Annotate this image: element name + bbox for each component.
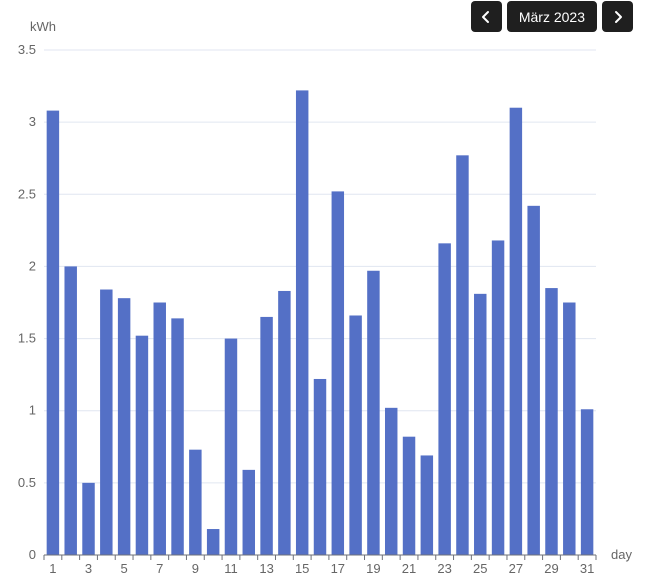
month-navigation: März 2023 — [470, 1, 633, 32]
bar-day-22[interactable] — [420, 455, 434, 555]
bar-day-8[interactable] — [171, 318, 184, 555]
x-axis-title: day — [611, 547, 632, 562]
bar-day-21[interactable] — [402, 436, 416, 555]
x-tick-label: 15 — [295, 561, 309, 576]
bar-day-3[interactable] — [82, 482, 95, 555]
x-tick-label: 27 — [509, 561, 523, 576]
bar-day-1[interactable] — [46, 110, 60, 555]
bar-day-20[interactable] — [384, 407, 398, 555]
bar-day-30[interactable] — [563, 302, 576, 556]
previous-month-button[interactable] — [470, 1, 502, 32]
axes: 00.511.522.533.51 3 5 7 9 11 13 15 17 19 21 23 25 27 2… — [18, 42, 597, 576]
bar-day-16[interactable] — [313, 378, 327, 555]
x-tick-label: 13 — [259, 561, 273, 576]
x-tick-label: 5 — [121, 561, 128, 576]
x-tick-label: 31 — [580, 561, 594, 576]
bar-day-17[interactable] — [331, 191, 345, 555]
y-tick-label: 1.5 — [18, 331, 36, 346]
bar-day-5[interactable] — [117, 298, 131, 555]
bar-day-13[interactable] — [260, 316, 273, 555]
x-tick-label: 19 — [366, 561, 380, 576]
x-tick-label: 17 — [331, 561, 345, 576]
bar-day-31[interactable] — [580, 409, 594, 555]
y-tick-label: 0 — [29, 547, 36, 562]
bar-day-14[interactable] — [278, 290, 291, 555]
x-tick-label: 29 — [544, 561, 558, 576]
bar-day-26[interactable] — [491, 240, 505, 555]
bar-day-11[interactable] — [224, 338, 238, 555]
chevron-left-icon — [482, 10, 490, 23]
y-tick-label: 2 — [29, 258, 36, 273]
bar-day-24[interactable] — [456, 155, 469, 556]
bars — [46, 90, 594, 556]
y-axis-title: kWh — [30, 19, 56, 34]
y-tick-label: 3 — [29, 114, 36, 129]
bar-day-25[interactable] — [474, 293, 487, 555]
next-month-button[interactable] — [602, 1, 633, 32]
month-label[interactable]: März 2023 — [506, 1, 597, 32]
x-tick-label: 7 — [156, 561, 163, 576]
x-tick-label: 21 — [402, 561, 416, 576]
bar-day-15[interactable] — [295, 90, 309, 556]
x-tick-label: 25 — [473, 561, 487, 576]
bar-day-28[interactable] — [527, 205, 540, 556]
y-tick-label: 2.5 — [18, 186, 36, 201]
bar-day-7[interactable] — [153, 302, 166, 556]
x-tick-label: 9 — [192, 561, 199, 576]
bar-day-18[interactable] — [349, 315, 362, 555]
bar-day-12[interactable] — [242, 469, 256, 555]
bar-day-29[interactable] — [545, 288, 558, 555]
bar-day-27[interactable] — [509, 107, 523, 555]
bar-day-19[interactable] — [367, 270, 380, 555]
bar-day-23[interactable] — [438, 243, 451, 556]
chevron-right-icon — [614, 10, 622, 23]
bar-day-9[interactable] — [189, 449, 202, 555]
bar-day-6[interactable] — [135, 335, 149, 555]
bar-day-4[interactable] — [100, 289, 113, 555]
y-tick-label: 1 — [29, 403, 36, 418]
bar-day-10[interactable] — [206, 529, 220, 555]
x-tick-label: 1 — [49, 561, 56, 576]
bar-day-2[interactable] — [64, 266, 77, 555]
x-tick-label: 11 — [224, 561, 238, 576]
y-tick-label: 3.5 — [18, 42, 36, 57]
x-tick-label: 23 — [437, 561, 451, 576]
y-tick-label: 0.5 — [18, 475, 36, 490]
x-tick-label: 3 — [85, 561, 92, 576]
